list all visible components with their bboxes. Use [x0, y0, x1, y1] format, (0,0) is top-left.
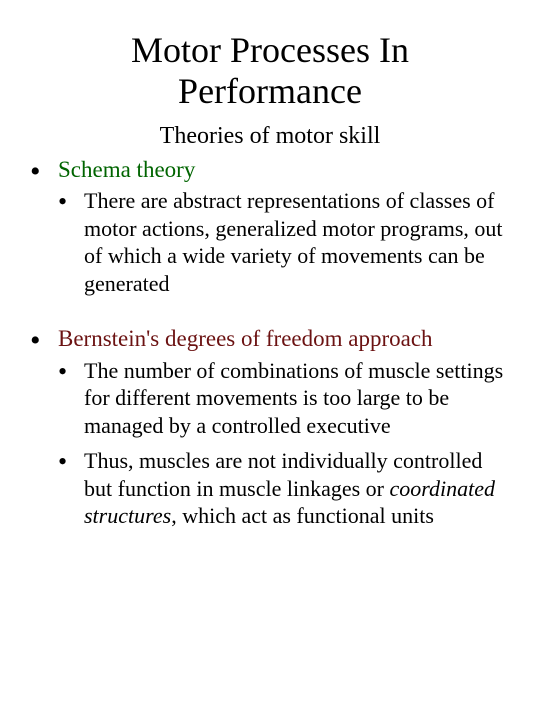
text-span: , which act as functional units [171, 503, 434, 528]
bullet-item: • Schema theory • There are abstract rep… [30, 156, 510, 298]
title-line-1: Motor Processes In [131, 30, 409, 70]
bullet-icon: • [58, 187, 84, 213]
bullet-label: Schema theory [58, 156, 510, 184]
bullet-icon: • [58, 357, 84, 383]
sub-bullet-item: • Thus, muscles are not individually con… [58, 447, 510, 530]
sub-bullet-item: • There are abstract representations of … [58, 187, 510, 297]
sub-bullet-text: Thus, muscles are not individually contr… [84, 447, 510, 530]
bullet-icon: • [58, 447, 84, 473]
slide: Motor Processes In Performance Theories … [0, 0, 540, 720]
slide-subtitle: Theories of motor skill [30, 123, 510, 150]
title-line-2: Performance [178, 71, 362, 111]
bullet-label: Bernstein's degrees of freedom approach [58, 325, 510, 353]
sub-bullet-text: The number of combinations of muscle set… [84, 357, 510, 440]
text-span: The number of combinations of muscle set… [84, 358, 503, 438]
bullet-content: Bernstein's degrees of freedom approach … [58, 325, 510, 530]
bullet-icon: • [30, 325, 58, 354]
bullet-item: • Bernstein's degrees of freedom approac… [30, 325, 510, 530]
text-span: There are abstract representations of cl… [84, 188, 503, 296]
sub-bullet-item: • The number of combinations of muscle s… [58, 357, 510, 440]
bullet-icon: • [30, 156, 58, 185]
sub-bullet-text: There are abstract representations of cl… [84, 187, 510, 297]
slide-title: Motor Processes In Performance [30, 30, 510, 113]
bullet-content: Schema theory • There are abstract repre… [58, 156, 510, 298]
